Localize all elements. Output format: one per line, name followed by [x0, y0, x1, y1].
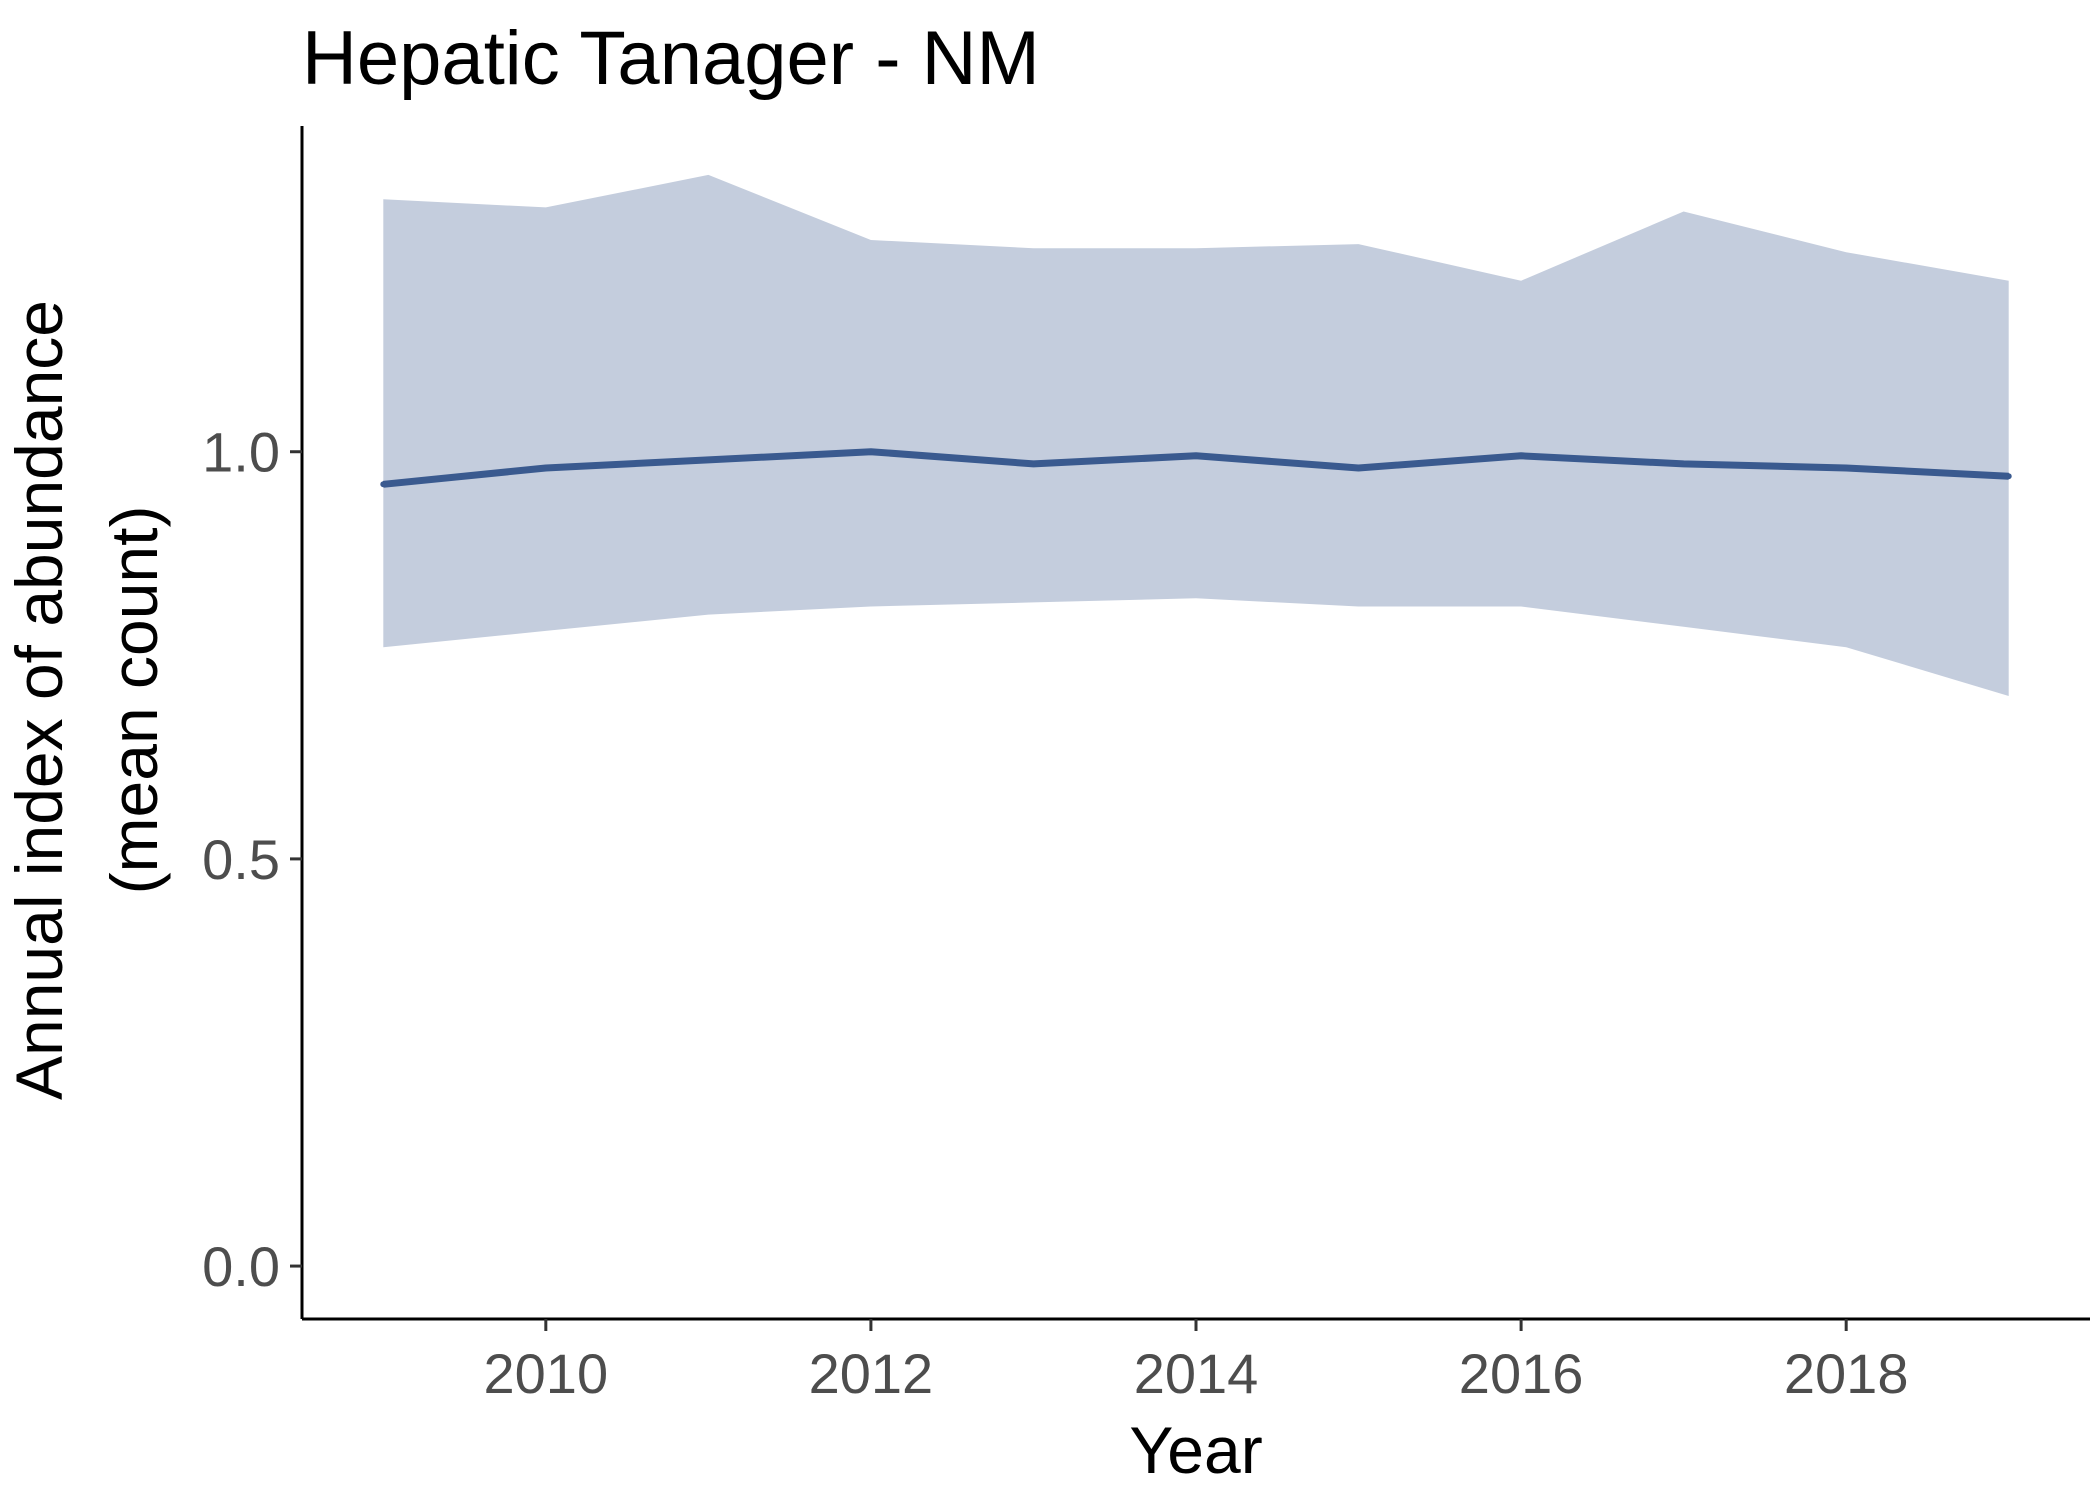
y-tick-label: 0.5: [202, 828, 280, 891]
y-axis-ticks: 0.0 0.5 1.0: [202, 421, 302, 1298]
data-point-2016: [1518, 452, 1525, 459]
confidence-ribbon: [383, 174, 2009, 696]
x-tick-label: 2010: [484, 1342, 609, 1405]
y-axis-title-line-2: (mean count): [97, 506, 171, 895]
data-point-2014: [1193, 452, 1199, 459]
x-axis-ticks: 2010 2012 2014 2016 2018: [484, 1319, 1909, 1405]
y-tick-label: 0.0: [202, 1235, 280, 1298]
data-point-2011: [705, 456, 712, 463]
data-point-2010: [542, 465, 549, 471]
data-points: [380, 448, 2012, 488]
y-axis-title: Annual index of abundance (mean count): [2, 300, 171, 1100]
data-point-2017: [1680, 460, 1687, 467]
data-point-2009: [380, 481, 387, 488]
x-tick-label: 2018: [1784, 1342, 1909, 1405]
y-axis-title-line-1: Annual index of abundance: [2, 300, 76, 1100]
y-tick-label: 1.0: [202, 421, 280, 484]
data-point-2019: [2005, 473, 2012, 480]
data-point-2013: [1030, 460, 1037, 467]
data-point-2012: [867, 448, 874, 455]
chart-title: Hepatic Tanager - NM: [302, 16, 1040, 101]
data-point-2015: [1355, 465, 1362, 471]
x-tick-label: 2014: [1134, 1342, 1259, 1405]
data-point-2018: [1843, 465, 1850, 471]
plot-area: [382, 174, 2009, 696]
x-tick-label: 2016: [1459, 1342, 1584, 1405]
x-axis-title: Year: [1129, 1413, 1262, 1487]
x-tick-label: 2012: [809, 1342, 934, 1405]
